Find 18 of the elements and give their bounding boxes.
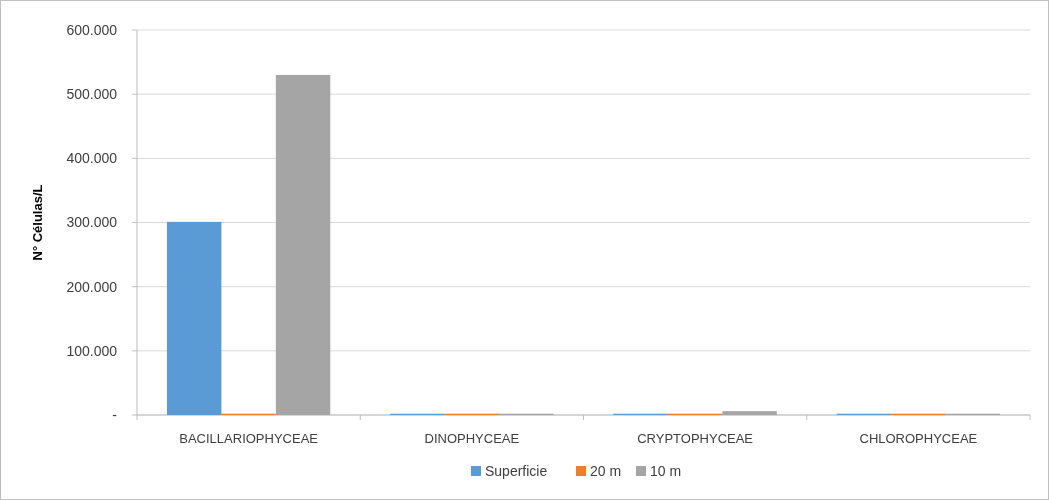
legend-label: 10 m — [650, 463, 682, 479]
y-tick-label: 100.000 — [66, 342, 118, 359]
y-tick-label: 400.000 — [66, 150, 118, 167]
y-tick-label: 500.000 — [66, 86, 118, 103]
x-tick-label: CRYPTOPHYCEAE — [637, 431, 754, 446]
y-tick-label: 200.000 — [66, 278, 118, 295]
legend-label: Superficie — [485, 463, 548, 479]
x-tick-label: DINOPHYCEAE — [424, 431, 520, 446]
bar — [166, 221, 222, 415]
bar — [275, 74, 331, 415]
bar — [722, 411, 777, 415]
y-axis-title: N° Células/L — [30, 184, 45, 261]
legend-label: 20 m — [590, 463, 622, 479]
x-tick-label: CHLOROPHYCEAE — [859, 431, 978, 446]
y-tick-label: - — [112, 406, 118, 423]
y-tick-label: 600.000 — [66, 21, 118, 38]
y-tick-label: 300.000 — [66, 214, 118, 231]
x-tick-label: BACILLARIOPHYCEAE — [179, 431, 319, 446]
